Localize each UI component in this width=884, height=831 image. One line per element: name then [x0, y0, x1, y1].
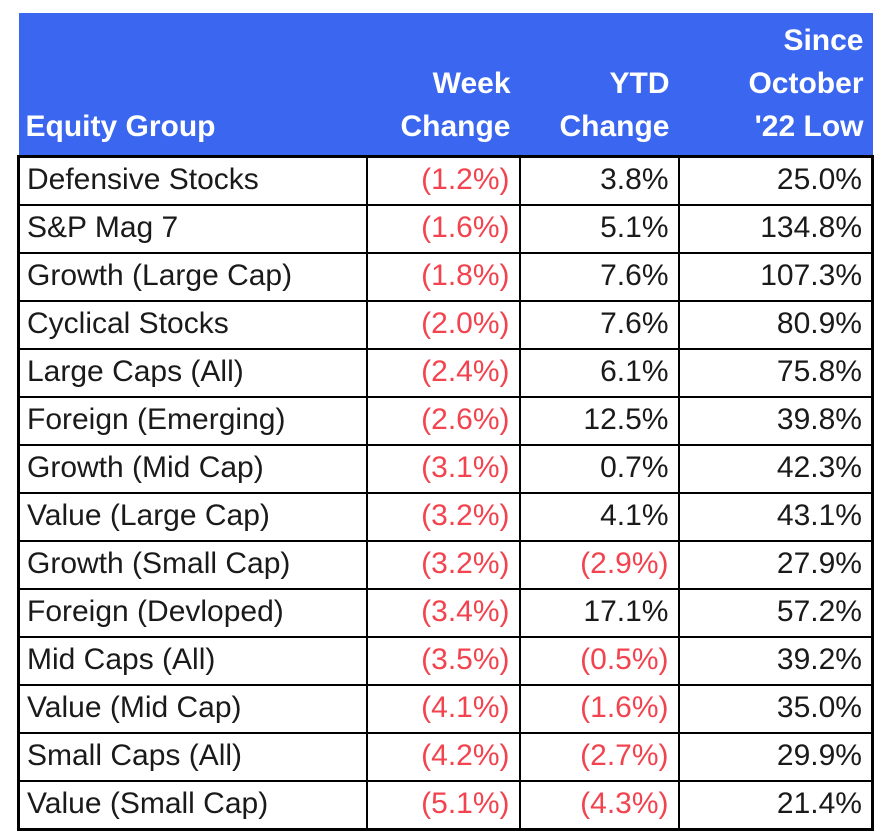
cell-group: Small Caps (All)	[17, 732, 368, 782]
header-label: Since	[783, 24, 864, 57]
cell-week: (2.4%)	[365, 348, 521, 398]
cell-group: Foreign (Emerging)	[17, 396, 368, 446]
cell-group: Large Caps (All)	[17, 348, 368, 398]
cell-since-low: 75.8%	[677, 348, 874, 398]
cell-ytd: 7.6%	[518, 300, 680, 350]
table-row: Foreign (Emerging) (2.6%) 12.5% 39.8%	[17, 396, 874, 446]
cell-group: Growth (Small Cap)	[17, 540, 368, 590]
cell-since-low: 39.2%	[677, 636, 874, 686]
cell-since-low: 29.9%	[677, 732, 874, 782]
cell-group: Mid Caps (All)	[17, 636, 368, 686]
header-label: Change	[559, 110, 670, 143]
cell-ytd: (2.7%)	[518, 732, 680, 782]
col-header-since-october-22-low: Since October '22 Low	[678, 13, 873, 157]
cell-group: Cyclical Stocks	[17, 300, 368, 350]
cell-ytd: 6.1%	[518, 348, 680, 398]
cell-group: Growth (Mid Cap)	[17, 444, 368, 494]
cell-ytd: 3.8%	[518, 155, 680, 206]
cell-since-low: 57.2%	[677, 588, 874, 638]
table-row: Foreign (Devloped) (3.4%) 17.1% 57.2%	[17, 588, 874, 638]
table-row: Value (Mid Cap) (4.1%) (1.6%) 35.0%	[17, 684, 874, 734]
cell-week: (4.2%)	[365, 732, 521, 782]
header-label: Week	[432, 67, 511, 100]
data-table: Equity Group Week Change YTD Change Sinc…	[17, 13, 874, 831]
cell-group: Value (Small Cap)	[17, 780, 368, 831]
cell-week: (2.0%)	[365, 300, 521, 350]
cell-group: Value (Large Cap)	[17, 492, 368, 542]
table-row: Growth (Mid Cap) (3.1%) 0.7% 42.3%	[17, 444, 874, 494]
cell-since-low: 107.3%	[677, 252, 874, 302]
table-row: Mid Caps (All) (3.5%) (0.5%) 39.2%	[17, 636, 874, 686]
cell-ytd: (4.3%)	[518, 780, 680, 831]
header-label: October	[748, 67, 864, 100]
cell-ytd: (2.9%)	[518, 540, 680, 590]
table-body: Defensive Stocks (1.2%) 3.8% 25.0% S&P Mag 7…	[17, 155, 874, 831]
table-header: Equity Group Week Change YTD Change Sinc…	[18, 13, 873, 157]
cell-ytd: 12.5%	[518, 396, 680, 446]
table-row: Value (Small Cap) (5.1%) (4.3%) 21.4%	[17, 780, 874, 831]
cell-since-low: 21.4%	[677, 780, 874, 831]
cell-week: (3.1%)	[365, 444, 521, 494]
cell-week: (2.6%)	[365, 396, 521, 446]
cell-group: S&P Mag 7	[17, 204, 368, 254]
cell-ytd: 17.1%	[518, 588, 680, 638]
cell-ytd: 5.1%	[518, 204, 680, 254]
cell-since-low: 80.9%	[677, 300, 874, 350]
table-row: Small Caps (All) (4.2%) (2.7%) 29.9%	[17, 732, 874, 782]
cell-group: Growth (Large Cap)	[17, 252, 368, 302]
cell-group: Defensive Stocks	[17, 155, 368, 206]
cell-ytd: 7.6%	[518, 252, 680, 302]
cell-week: (3.5%)	[365, 636, 521, 686]
cell-week: (3.2%)	[365, 540, 521, 590]
header-label: Equity Group	[25, 110, 216, 143]
cell-since-low: 35.0%	[677, 684, 874, 734]
cell-ytd: 4.1%	[518, 492, 680, 542]
table-row: Growth (Large Cap) (1.8%) 7.6% 107.3%	[17, 252, 874, 302]
col-header-week-change: Week Change	[366, 13, 520, 157]
header-label: Change	[400, 110, 511, 143]
cell-since-low: 27.9%	[677, 540, 874, 590]
table-row: Value (Large Cap) (3.2%) 4.1% 43.1%	[17, 492, 874, 542]
cell-since-low: 43.1%	[677, 492, 874, 542]
cell-group: Value (Mid Cap)	[17, 684, 368, 734]
cell-since-low: 25.0%	[677, 155, 874, 206]
col-header-equity-group: Equity Group	[18, 13, 367, 157]
cell-since-low: 134.8%	[677, 204, 874, 254]
cell-ytd: 0.7%	[518, 444, 680, 494]
cell-ytd: (0.5%)	[518, 636, 680, 686]
cell-group: Foreign (Devloped)	[17, 588, 368, 638]
cell-week: (3.4%)	[365, 588, 521, 638]
cell-ytd: (1.6%)	[518, 684, 680, 734]
table-row: Growth (Small Cap) (3.2%) (2.9%) 27.9%	[17, 540, 874, 590]
header-label: YTD	[609, 67, 670, 100]
table-row: Defensive Stocks (1.2%) 3.8% 25.0%	[17, 155, 874, 206]
col-header-ytd-change: YTD Change	[519, 13, 679, 157]
equity-performance-table: Equity Group Week Change YTD Change Sinc…	[17, 13, 874, 831]
table-row: Cyclical Stocks (2.0%) 7.6% 80.9%	[17, 300, 874, 350]
cell-week: (1.6%)	[365, 204, 521, 254]
cell-week: (1.2%)	[365, 155, 521, 206]
header-label: '22 Low	[754, 110, 864, 143]
cell-week: (5.1%)	[365, 780, 521, 831]
cell-since-low: 39.8%	[677, 396, 874, 446]
header-row: Equity Group Week Change YTD Change Sinc…	[18, 13, 873, 157]
cell-week: (4.1%)	[365, 684, 521, 734]
table-row: Large Caps (All) (2.4%) 6.1% 75.8%	[17, 348, 874, 398]
cell-week: (3.2%)	[365, 492, 521, 542]
cell-since-low: 42.3%	[677, 444, 874, 494]
table-row: S&P Mag 7 (1.6%) 5.1% 134.8%	[17, 204, 874, 254]
cell-week: (1.8%)	[365, 252, 521, 302]
